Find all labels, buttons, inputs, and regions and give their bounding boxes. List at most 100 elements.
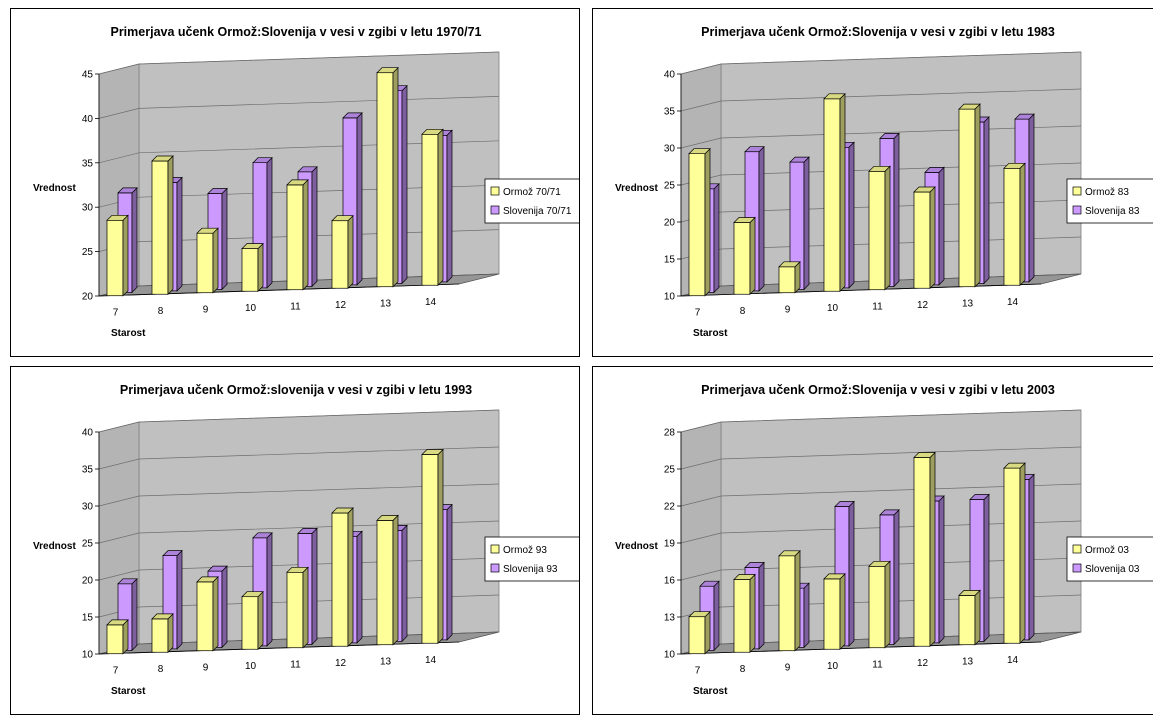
legend: Ormož 03 Slovenija 03: [1066, 536, 1153, 582]
bar-series1-7-top: [106, 214, 129, 221]
y-tick-label: 10: [664, 292, 676, 303]
bar-series1-13: [376, 66, 399, 288]
bar-series1-8: [733, 573, 756, 654]
bar-series1-9-front: [196, 581, 214, 652]
bar-series1-7-front: [106, 219, 124, 297]
bar-series1-14: [1003, 462, 1026, 645]
bar-series1-7-top: [688, 611, 711, 618]
bar-series2-10-side: [266, 531, 273, 647]
x-tick-label: 14: [1007, 655, 1019, 666]
chart-panel-2003: Primerjava učenk Ormož:Slovenija v vesi …: [592, 366, 1153, 715]
bar-series1-13: [958, 589, 981, 646]
legend-label-series2: Slovenija 83: [1085, 206, 1140, 217]
bar-series1-10-front: [241, 596, 259, 650]
bar-series2-10-side: [266, 156, 273, 289]
x-tick-label: 12: [917, 300, 929, 311]
legend-swatch-series1: [1072, 186, 1082, 196]
bar-series1-9-front: [778, 266, 796, 294]
gridline: [680, 446, 1082, 470]
bar-series1-11: [868, 165, 891, 291]
bar-series2-11-top: [297, 528, 318, 534]
bar-series1-11-front: [868, 565, 886, 649]
bar-series1-9-side: [212, 576, 219, 652]
legend-box: [1066, 178, 1153, 224]
x-tick-label: 11: [290, 301, 301, 312]
bar-series1-7-top: [106, 619, 129, 626]
y-tick-label: 35: [664, 107, 676, 118]
bar-series2-11-top: [297, 166, 318, 173]
bar-series1-11-top: [868, 165, 891, 172]
legend-box: [484, 178, 579, 224]
bar-series1-8-side: [749, 216, 756, 296]
bar-series1-13-top: [376, 67, 399, 74]
bar-series2-9-side: [803, 156, 810, 291]
x-tick-label: 11: [872, 659, 883, 670]
bar-series1-8: [151, 155, 174, 296]
bar-series2-12-side: [356, 112, 363, 286]
bar-series1-14-front: [421, 133, 439, 286]
y-tick-label: 25: [82, 247, 94, 258]
legend-swatch-series1: [490, 544, 500, 554]
bar-series1-11-front: [286, 571, 304, 649]
gridline: [680, 51, 1082, 75]
bar-series2-8-side: [176, 176, 183, 292]
bar-series1-11-top: [286, 566, 309, 573]
bar-series1-13: [376, 514, 399, 646]
legend-swatch-series2: [1072, 205, 1082, 215]
x-tick-label: 8: [740, 306, 746, 317]
legend: Ormož 93 Slovenija 93: [484, 536, 579, 582]
bar-series2-13-side: [401, 524, 408, 643]
bar-series1-14-top: [1003, 462, 1026, 469]
y-tick-label: 25: [664, 181, 676, 192]
legend-label-series1: Ormož 93: [503, 545, 547, 556]
bar-series1-11-side: [884, 165, 891, 291]
gridline: [680, 88, 1082, 112]
bar-series1-13-top: [376, 515, 399, 521]
x-tick-label: 14: [425, 297, 437, 308]
bar-series1-14-front: [1003, 167, 1021, 286]
chart-panel-1993: Primerjava učenk Ormož:slovenija v vesi …: [10, 366, 580, 715]
y-axis-title: Vrednost: [33, 541, 76, 552]
chart-title: Primerjava učenk Ormož:Slovenija v vesi …: [701, 25, 1055, 39]
bar-series2-8-side: [758, 145, 765, 292]
y-tick-label: 28: [664, 428, 676, 439]
bar-series2-11-side: [311, 165, 318, 288]
chart-1983: Primerjava učenk Ormož:Slovenija v vesi …: [615, 25, 1153, 339]
bar-series1-12: [331, 507, 354, 648]
y-tick-label: 30: [82, 203, 94, 214]
x-tick-label: 10: [245, 661, 257, 672]
bar-series1-9-side: [212, 227, 219, 294]
bar-series1-13-side: [392, 66, 399, 288]
bar-series2-7-side: [131, 187, 138, 294]
x-tick-label: 8: [158, 306, 164, 317]
x-tick-label: 11: [872, 301, 883, 312]
x-tick-label: 9: [203, 662, 209, 673]
bar-series2-13-side: [983, 116, 990, 285]
bar-series1-12-top: [913, 186, 936, 193]
bar-series1-8-top: [151, 613, 174, 620]
bar-series2-7-side: [713, 182, 720, 294]
y-tick-label: 13: [664, 613, 676, 624]
x-tick-label: 7: [113, 665, 119, 676]
bar-series2-10-side: [848, 141, 855, 289]
y-tick-label: 20: [82, 576, 94, 587]
bar-series2-14-side: [1028, 473, 1035, 641]
bar-series1-9-front: [778, 555, 796, 652]
legend-label-series2: Slovenija 70/71: [503, 206, 572, 217]
y-tick-label: 30: [664, 144, 676, 155]
legend-swatch-series2: [490, 563, 500, 573]
bar-series1-10-front: [823, 98, 841, 292]
bar-series1-12-top: [331, 507, 354, 514]
bar-series1-12: [913, 186, 936, 290]
bar-series1-10-top: [241, 243, 264, 249]
bar-series1-12-top: [913, 452, 936, 458]
chart-2003: Primerjava učenk Ormož:Slovenija v vesi …: [615, 383, 1153, 697]
bar-series2-14-side: [446, 503, 453, 641]
bar-series2-9-top: [207, 188, 228, 194]
bar-series1-14: [1003, 162, 1026, 287]
y-tick-label: 35: [82, 158, 94, 169]
bar-series1-8-top: [151, 155, 174, 162]
bar-series2-12-side: [356, 530, 363, 644]
bar-series2-8-top: [744, 562, 765, 568]
bar-series1-10-side: [257, 590, 264, 651]
